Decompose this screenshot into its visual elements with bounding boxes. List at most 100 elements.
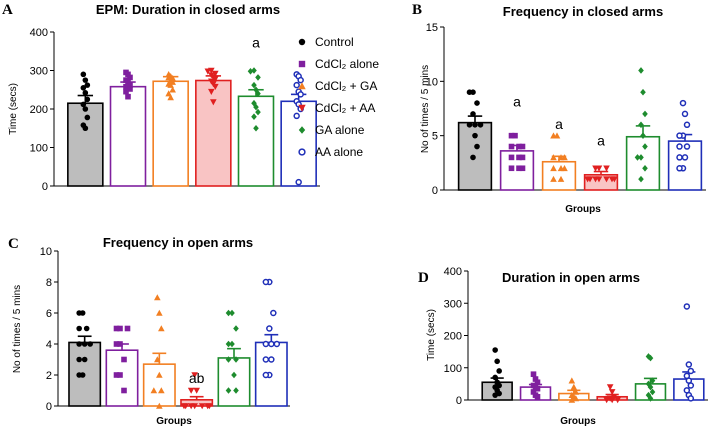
- chart-d-point-cdcl2-aa: [606, 384, 614, 391]
- chart-d-ytick-label: 400: [444, 266, 462, 278]
- panel-d-title: Duration in open arms: [502, 270, 640, 285]
- chart-c-point-control: [76, 325, 82, 332]
- chart-d-point-ga-alone: [645, 391, 652, 399]
- chart-c-point-cdcl2-alone: [113, 341, 120, 347]
- chart-c-point-cdcl2-aa: [191, 372, 198, 379]
- chart-d-point-control: [492, 347, 498, 353]
- chart-c-point-ga-alone: [229, 309, 235, 317]
- chart-b-point-cdcl2-aa: [603, 176, 610, 183]
- chart-c-point-aa-alone: [270, 309, 277, 317]
- chart-a-point-control: [80, 71, 87, 78]
- chart-a-point-cdcl2-aa: [204, 68, 212, 75]
- chart-c-point-control: [76, 341, 82, 347]
- chart-b-point-control: [470, 154, 476, 161]
- chart-b-point-cdcl2-ga: [550, 175, 557, 182]
- chart-b-point-control: [477, 122, 484, 128]
- chart-b-point-cdcl2-ga: [550, 132, 557, 139]
- chart-c-point-ga-alone: [229, 340, 235, 348]
- chart-b-point-cdcl2-ga: [561, 164, 568, 172]
- chart-b-point-cdcl2-aa: [592, 176, 599, 183]
- chart-c-point-cdcl2-aa: [206, 403, 213, 410]
- chart-b-point-cdcl2-alone: [508, 143, 515, 150]
- chart-a-point-cdcl2-alone: [125, 71, 131, 78]
- chart-c-point-control: [81, 356, 88, 363]
- chart-b-point-aa-alone: [676, 143, 683, 150]
- chart-c-annotation-cdcl2-aa: ab: [189, 370, 205, 386]
- chart-c-point-ga-alone: [233, 356, 239, 363]
- chart-c-ytick-label: 4: [46, 339, 52, 351]
- chart-d-point-aa-alone: [683, 303, 691, 310]
- chart-b-point-ga-alone: [642, 143, 648, 150]
- chart-b-point-ga-alone: [642, 164, 648, 172]
- chart-a-ytick-label: 0: [42, 181, 48, 193]
- chart-a-point-control: [82, 106, 89, 112]
- legend-label-cdcl2-aa: CdCl₂ + AA: [315, 101, 375, 115]
- chart-b-point-cdcl2-aa: [584, 176, 591, 183]
- panel-b-xlabel: Groups: [565, 204, 601, 215]
- chart-c-point-cdcl2-alone: [117, 341, 123, 347]
- chart-a-point-ga-alone: [253, 124, 259, 132]
- legend-markers: [298, 38, 306, 156]
- chart-c-point-cdcl2-ga: [154, 356, 161, 363]
- chart-c-point-cdcl2-alone: [113, 372, 120, 378]
- chart-b-point-control: [466, 89, 473, 95]
- chart-c-point-cdcl2-alone: [121, 356, 127, 363]
- chart-a-point-cdcl2-aa: [212, 76, 219, 83]
- chart-c-point-control: [76, 356, 82, 363]
- chart-d-point-aa-alone: [685, 361, 693, 368]
- chart-a-point-aa-alone: [295, 178, 302, 186]
- chart-a-ytick-label: 200: [30, 104, 48, 116]
- chart-b-point-ga-alone: [638, 67, 644, 74]
- chart-b-point-control: [474, 100, 480, 106]
- panel-letter-c: C: [8, 236, 19, 252]
- chart-c-point-control: [76, 372, 82, 378]
- chart-a-point-cdcl2-alone: [125, 79, 131, 85]
- panel-c-xlabel: Groups: [156, 416, 192, 427]
- chart-c-plot: 0 2 4 6 8 10 ab: [40, 246, 290, 413]
- chart-b-point-ga-alone: [638, 175, 644, 183]
- chart-b-point-aa-alone: [683, 121, 691, 129]
- legend-marker-ga-alone: [298, 126, 306, 134]
- legend-marker-cdcl2-aa: [298, 104, 306, 112]
- legend: Control CdCl₂ alone CdCl₂ + GA CdCl₂ + A…: [298, 35, 379, 159]
- chart-a-point-cdcl2-alone: [123, 88, 129, 95]
- chart-b-point-cdcl2-alone: [508, 132, 515, 139]
- chart-b-point-aa-alone: [676, 154, 683, 161]
- chart-c-point-aa-alone: [262, 371, 270, 379]
- chart-d-point-cdcl2-alone: [534, 385, 541, 392]
- chart-d-point-cdcl2-aa: [603, 397, 610, 404]
- chart-c-bar-ga-alone: [217, 357, 251, 407]
- chart-a-point-cdcl2-aa: [212, 83, 219, 90]
- chart-b-point-aa-alone: [683, 143, 691, 150]
- chart-a-point-control: [84, 114, 91, 121]
- chart-a-ytick-label: 400: [30, 27, 48, 39]
- chart-d-ytick-label: 200: [444, 331, 462, 343]
- chart-b-bar-cdcl2-ga: [541, 160, 577, 191]
- chart-b-point-cdcl2-alone: [512, 132, 518, 139]
- chart-b-point-cdcl2-alone: [519, 165, 526, 172]
- chart-b-point-control: [472, 132, 478, 139]
- chart-a-point-cdcl2-ga: [169, 86, 176, 93]
- chart-c-point-cdcl2-alone: [117, 325, 123, 332]
- chart-c-point-cdcl2-ga: [154, 294, 161, 301]
- chart-d-point-cdcl2-alone: [534, 379, 541, 386]
- chart-a-bar-cdcl2-aa: [195, 79, 232, 187]
- panel-letter-d: D: [418, 270, 429, 286]
- chart-c-point-aa-alone: [262, 278, 270, 286]
- panel-a-ylabel: Time (secs): [8, 83, 19, 135]
- chart-a-point-aa-alone: [293, 112, 300, 120]
- chart-c-point-ga-alone: [231, 371, 237, 379]
- chart-b-point-control: [466, 122, 473, 128]
- legend-marker-control: [298, 38, 306, 46]
- chart-b-point-cdcl2-ga: [550, 154, 557, 161]
- chart-d-point-ga-alone: [647, 383, 654, 391]
- chart-c-point-ga-alone: [233, 387, 239, 394]
- chart-d-point-cdcl2-ga: [572, 388, 580, 395]
- chart-d-point-ga-alone: [649, 388, 656, 396]
- chart-b-bar-ga-alone: [625, 135, 661, 191]
- chart-a-point-ga-alone: [251, 67, 257, 74]
- chart-d-point-cdcl2-ga: [572, 395, 580, 402]
- chart-c-point-cdcl2-ga: [150, 387, 158, 394]
- chart-c-point-aa-alone: [268, 340, 275, 348]
